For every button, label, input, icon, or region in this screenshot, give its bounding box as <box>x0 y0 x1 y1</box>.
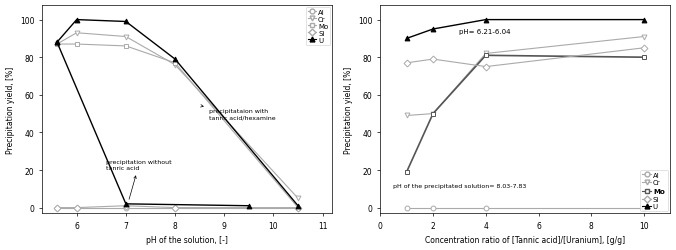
Legend: Al, Cr, Mo, Si, U: Al, Cr, Mo, Si, U <box>306 8 331 46</box>
Text: pH= 6.21-6.04: pH= 6.21-6.04 <box>460 29 511 34</box>
Text: precipitation without
tanric acid: precipitation without tanric acid <box>106 159 172 200</box>
Y-axis label: Precipitation yield, [%]: Precipitation yield, [%] <box>5 66 15 153</box>
Y-axis label: Precipitation yield, [%]: Precipitation yield, [%] <box>343 66 353 153</box>
Text: precipitataion with
tanric acid/hexamine: precipitataion with tanric acid/hexamine <box>201 105 276 120</box>
Legend: Al, Cr, $\mathbf{Mo}$, Si, U: Al, Cr, $\mathbf{Mo}$, Si, U <box>640 170 669 211</box>
X-axis label: Concentration ratio of [Tannic acid]/[Uranium], [g/g]: Concentration ratio of [Tannic acid]/[Ur… <box>425 236 625 244</box>
Text: pH of the precipitated solution= 8.03-7.83: pH of the precipitated solution= 8.03-7.… <box>393 183 527 188</box>
X-axis label: pH of the solution, [-]: pH of the solution, [-] <box>147 236 228 244</box>
